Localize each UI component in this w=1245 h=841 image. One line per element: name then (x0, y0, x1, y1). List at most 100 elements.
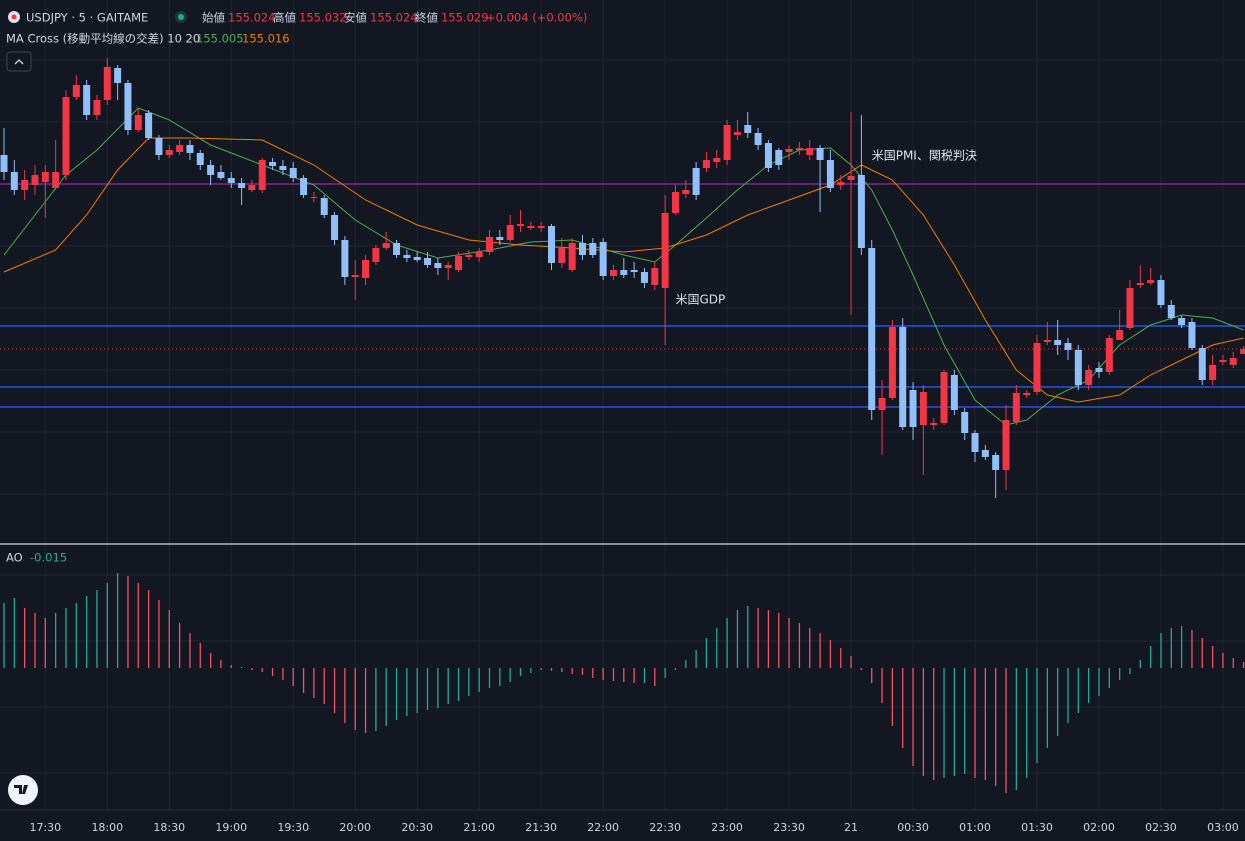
x-tick-label: 20:00 (339, 821, 371, 834)
candle-body (940, 372, 948, 423)
candle-body (506, 225, 514, 240)
x-tick-label: 01:00 (959, 821, 991, 834)
candle-body (1178, 318, 1186, 325)
candle-body (806, 148, 814, 155)
candle-body (486, 237, 494, 252)
candle-body (558, 248, 566, 263)
candle-body (1002, 420, 1010, 470)
candle-body (1167, 305, 1175, 318)
ma-line (3, 137, 1244, 403)
symbol[interactable]: USDJPY · 5 · GAITAME (26, 11, 148, 25)
candle-body (124, 83, 132, 130)
candle-body (1074, 350, 1082, 385)
candle-body (930, 423, 938, 425)
ohlc-label: 始値 (202, 11, 225, 25)
candle-body (992, 455, 1000, 470)
plot (0, 58, 1245, 793)
candle-body (1126, 288, 1134, 328)
candle-body (1116, 330, 1124, 340)
ao-title[interactable]: AO (6, 551, 23, 565)
collapse-icon (14, 59, 24, 65)
candle-body (403, 255, 411, 258)
candle-body (919, 392, 927, 425)
x-tick-label: 23:00 (711, 821, 743, 834)
candle-body (589, 243, 597, 255)
candle-body (517, 224, 524, 226)
candle-body (837, 182, 845, 185)
collapse-button[interactable] (6, 51, 32, 72)
candle-body (795, 148, 803, 150)
ohlc-label: 高値 (273, 11, 296, 25)
candle-body (382, 243, 390, 248)
candle-body (723, 125, 731, 160)
candle-body (134, 115, 142, 130)
candle-body (961, 412, 969, 433)
candle-body (1188, 322, 1196, 348)
ohlc-value: 155.029 (441, 11, 489, 25)
candle-body (186, 145, 194, 153)
candle-body (176, 145, 184, 152)
x-tick-label: 21:00 (463, 821, 495, 834)
candle-body (444, 265, 452, 268)
candle-body (1229, 358, 1237, 365)
x-tick-label: 22:30 (649, 821, 681, 834)
x-tick-label: 17:30 (29, 821, 61, 834)
indicator-title[interactable]: MA Cross (移動平均線の交差) 10 20 (6, 32, 200, 46)
candle-body (0, 155, 8, 172)
ohlc-value: 155.024 (228, 11, 276, 25)
candle-body (909, 390, 917, 427)
candle-body (764, 143, 772, 168)
candle-body (713, 158, 721, 162)
candle-body (300, 178, 308, 195)
candle-body (671, 192, 679, 213)
candle-body (196, 153, 204, 165)
candle-body (331, 215, 339, 240)
candle-body (62, 97, 70, 175)
candle-body (145, 113, 153, 138)
candle-body (578, 243, 586, 255)
candle-body (1219, 360, 1227, 362)
x-tick-label: 19:30 (277, 821, 309, 834)
candle-body (155, 138, 163, 155)
candle-body (692, 168, 700, 195)
candle-body (1209, 365, 1217, 380)
candle-body (1240, 349, 1245, 354)
x-tick-label: 21 (844, 821, 858, 834)
candle-body (744, 125, 752, 133)
candle-body (351, 275, 359, 277)
labels: USDJPY · 5 · GAITAME 始値 155.024 高値 155.0… (6, 11, 1239, 835)
ma-line (3, 107, 1244, 426)
candle-body (816, 148, 824, 160)
annotation: 米国PMI、関税判決 (872, 149, 977, 163)
candle-body (1198, 348, 1206, 380)
candle-body (527, 226, 535, 228)
x-tick-label: 02:30 (1145, 821, 1177, 834)
candle-body (733, 132, 741, 135)
candle-body (785, 149, 793, 152)
x-tick-label: 02:00 (1083, 821, 1115, 834)
candle-body (547, 226, 555, 263)
candle-body (1157, 280, 1165, 305)
candle-body (888, 327, 896, 398)
candle-body (103, 67, 111, 100)
candle-body (599, 242, 607, 276)
candle-body (227, 178, 235, 183)
candle-body (310, 197, 318, 198)
candle-body (899, 327, 907, 427)
candle-body (1136, 283, 1144, 285)
candle-body (1095, 368, 1103, 372)
candle-body (114, 68, 122, 83)
candle-body (1147, 280, 1155, 283)
candle-body (83, 85, 91, 115)
candle-body (165, 150, 173, 155)
x-tick-label: 00:30 (897, 821, 929, 834)
candle-body (362, 260, 370, 278)
candle-body (1105, 338, 1113, 372)
candle-body (21, 180, 29, 190)
candle-body (971, 433, 979, 452)
candle-body (207, 165, 215, 175)
candle-body (10, 172, 18, 190)
candle-body (393, 243, 401, 255)
candle-body (341, 240, 349, 277)
x-tick-label: 19:00 (215, 821, 247, 834)
